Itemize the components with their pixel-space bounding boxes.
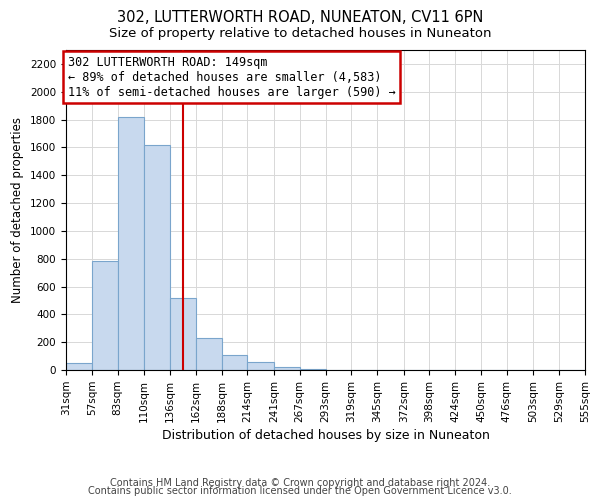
Text: 302, LUTTERWORTH ROAD, NUNEATON, CV11 6PN: 302, LUTTERWORTH ROAD, NUNEATON, CV11 6P… (117, 10, 483, 25)
Bar (170, 298, 196, 370)
Y-axis label: Number of detached properties: Number of detached properties (11, 117, 25, 303)
Bar (92, 262, 118, 370)
Text: Contains HM Land Registry data © Crown copyright and database right 2024.: Contains HM Land Registry data © Crown c… (110, 478, 490, 488)
Bar (247, 362, 274, 370)
Bar (66, 363, 92, 370)
X-axis label: Distribution of detached houses by size in Nuneaton: Distribution of detached houses by size … (161, 429, 490, 442)
Bar (221, 354, 247, 370)
Bar (274, 367, 300, 370)
Text: 302 LUTTERWORTH ROAD: 149sqm
← 89% of detached houses are smaller (4,583)
11% of: 302 LUTTERWORTH ROAD: 149sqm ← 89% of de… (68, 56, 396, 98)
Bar (118, 117, 144, 370)
Bar (144, 144, 170, 370)
Bar (196, 338, 221, 370)
Text: Contains public sector information licensed under the Open Government Licence v3: Contains public sector information licen… (88, 486, 512, 496)
Text: Size of property relative to detached houses in Nuneaton: Size of property relative to detached ho… (109, 28, 491, 40)
